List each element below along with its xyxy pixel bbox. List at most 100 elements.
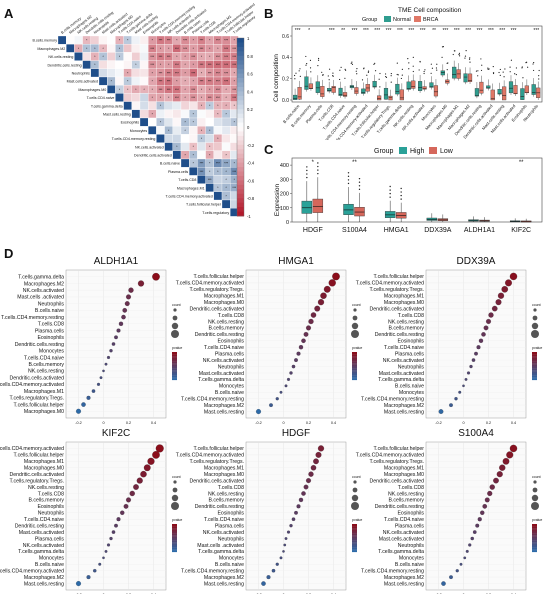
box-outlier	[408, 62, 410, 64]
gradient-legend-segment	[352, 546, 357, 548]
colorbar-segment	[237, 175, 244, 181]
heatmap-cell	[180, 158, 190, 168]
box	[486, 85, 491, 89]
colorbar-segment	[237, 73, 244, 79]
box-outlier	[309, 59, 312, 61]
gradient-legend-segment	[352, 547, 357, 550]
box-outlier	[366, 74, 368, 76]
gradient-legend-segment	[352, 367, 357, 369]
dotplot-cell-label: NK.cells.activated	[203, 530, 244, 536]
dotplot-cell-label: B.cells.memory	[389, 326, 425, 332]
box	[361, 88, 366, 94]
box	[433, 85, 439, 97]
gradient-legend-segment	[172, 353, 177, 355]
dotplot-point	[488, 312, 494, 318]
gradient-legend-segment	[532, 367, 537, 369]
heatmap-signif: ***	[232, 170, 236, 174]
dotplot-point	[464, 377, 468, 381]
box-outlier	[469, 61, 471, 63]
legend-title: pvalue	[172, 518, 182, 522]
colorbar-segment	[237, 82, 244, 88]
heatmap-signif: ***	[191, 96, 195, 100]
box	[315, 81, 320, 93]
box-outlier	[412, 65, 414, 67]
y-tick-label: 0	[286, 220, 289, 226]
colorbar-tick: -1	[247, 214, 251, 219]
heatmap-row-label: Macrophages.M1	[177, 186, 205, 190]
box-outlier	[356, 68, 358, 70]
heatmap-row-label: Eosinophils	[121, 121, 140, 125]
heatmap-signif: ***	[224, 80, 228, 84]
heatmap-cell	[197, 117, 206, 127]
heatmap-cell	[180, 109, 190, 119]
x-tick-label: -0.2	[435, 421, 442, 425]
tme-composition-boxplot: TME Cell composition Group Normal BRCA C…	[273, 7, 543, 140]
heatmap-cell	[213, 175, 223, 184]
heatmap-signif: ***	[208, 96, 212, 100]
signif-mark: ***	[329, 28, 335, 34]
gradient-legend-segment	[532, 370, 537, 372]
heatmap-signif: *	[209, 88, 211, 92]
heatmap-signif: *	[135, 63, 137, 67]
dotplot-point	[140, 470, 147, 478]
colorbar-tick: -0.8	[247, 196, 255, 201]
heatmap-cell	[139, 101, 149, 110]
heatmap-cell	[107, 44, 116, 53]
box-outlier	[430, 72, 432, 74]
heatmap-cell	[189, 101, 198, 110]
heatmap-cell	[189, 167, 198, 176]
colorbar-segment	[237, 118, 244, 123]
heatmap-cell	[172, 126, 182, 135]
heatmap-cell	[131, 35, 141, 45]
box-outlier	[436, 63, 438, 65]
heatmap-signif: *	[201, 71, 203, 75]
box-outlier	[358, 188, 361, 191]
colorbar-tick: 0	[247, 125, 250, 130]
heatmap-cell	[123, 60, 132, 69]
size-legend-dot	[531, 330, 539, 338]
dotplot-cell-label: T.cells.CD4.memory.activated	[0, 568, 64, 574]
box	[474, 88, 479, 97]
size-legend-dot	[173, 480, 177, 484]
heatmap-signif: *	[184, 88, 186, 92]
dotplot-point	[303, 484, 309, 490]
dotplot-point	[291, 364, 296, 369]
x-tick-label: HDGF	[303, 227, 323, 234]
gradient-legend-segment	[352, 353, 357, 355]
dotplot-point	[449, 403, 453, 408]
box	[372, 81, 377, 88]
gradient-legend-segment	[172, 368, 177, 371]
heatmap-cell	[172, 134, 182, 143]
dotplot-cell-label: Monocytes	[39, 349, 64, 355]
colorbar-segment	[237, 113, 244, 119]
colorbar-segment	[237, 193, 244, 199]
plot-frame	[291, 25, 543, 103]
gradient-legend-segment	[532, 550, 537, 553]
dotplot-point	[75, 581, 81, 587]
gradient-legend-segment	[532, 536, 537, 539]
heatmap-signif: *	[201, 88, 203, 92]
heatmap-cell	[74, 52, 83, 61]
size-legend-dot	[533, 480, 537, 484]
heatmap-signif: *	[234, 39, 236, 43]
gradient-legend-segment	[172, 529, 177, 532]
box-outlier	[339, 69, 341, 71]
box-outlier	[532, 63, 534, 65]
size-legend-dot	[171, 502, 179, 510]
heatmap-cell	[213, 150, 223, 160]
heatmap-cell	[197, 150, 206, 160]
dotplot-point	[483, 325, 489, 331]
dotplot-point	[99, 376, 103, 380]
box	[411, 80, 416, 89]
dotplot-title: DDX39A	[457, 256, 496, 267]
dotplot-cell-label: T.cells.CD4.memory.activated	[176, 453, 244, 459]
box-outlier	[361, 79, 364, 81]
heatmap-signif: *	[119, 88, 121, 92]
dotplot-point	[474, 351, 478, 356]
heatmap-signif: *	[152, 88, 154, 92]
dotplot-point	[118, 321, 124, 326]
gradient-legend-segment	[172, 532, 177, 534]
size-legend-dot	[172, 315, 178, 321]
heatmap-signif: *	[209, 153, 211, 157]
dotplot-point	[86, 575, 91, 580]
